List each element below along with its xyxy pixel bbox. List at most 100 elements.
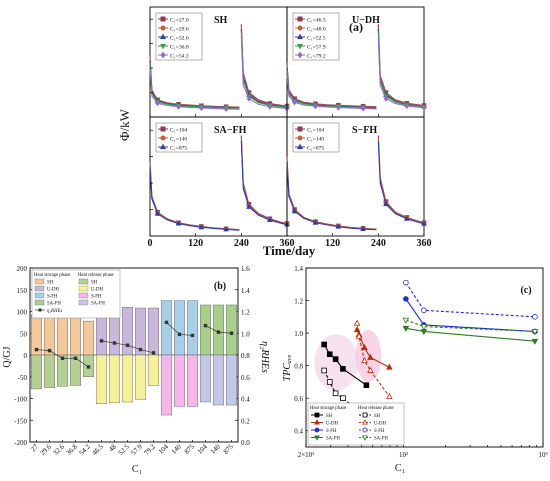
panel-c-data-point bbox=[326, 379, 333, 385]
panel-a-legend-marker bbox=[297, 43, 303, 50]
panel-b-x-tick-label: 29.6 bbox=[39, 442, 54, 457]
panel-a-data-point bbox=[154, 210, 161, 216]
panel-a-series-line bbox=[286, 70, 377, 109]
panel-c-data-point bbox=[403, 279, 409, 286]
panel-b-legend-box bbox=[31, 269, 121, 319]
panel-a-data-point bbox=[421, 220, 427, 226]
panel-b-release-bar bbox=[173, 354, 186, 407]
panel-b-legend-swatch bbox=[78, 285, 89, 292]
panel-b-storage-bar bbox=[147, 307, 160, 356]
panel-c-y-tick-label: 0.6 bbox=[294, 395, 303, 403]
panel-a-series-line bbox=[149, 68, 240, 110]
panel-a-series-line bbox=[286, 156, 377, 230]
panel-b-eta-point bbox=[151, 351, 156, 355]
panel-c-label: (c) bbox=[520, 285, 531, 296]
panel-c-y-tick-label: 1.4 bbox=[294, 265, 303, 273]
panel-b-eta-point bbox=[60, 356, 65, 360]
panel-a-legend-marker bbox=[297, 135, 303, 141]
panel-a-legend-label: C₁=79.2 bbox=[307, 54, 326, 60]
panel-b-storage-bar bbox=[160, 300, 173, 356]
panel-b-storage-bar bbox=[69, 316, 82, 356]
panel-b-storage-bar bbox=[173, 300, 186, 356]
panel-c-data-point bbox=[321, 367, 327, 374]
panel-b-legend-release-label: SA-FH bbox=[91, 302, 105, 307]
panel-a-subplot-3: SA−FH C₁=104 C₁=140 C₁=875 bbox=[149, 116, 290, 237]
panel-b-release-bar bbox=[186, 354, 199, 407]
panel-c-legend-release-label: S-FH bbox=[374, 429, 385, 434]
panel-a-x-tick-label: 0 bbox=[148, 238, 153, 249]
panel-b-release-bar bbox=[56, 354, 69, 387]
panel-a-legend-label: C₁=46.5 bbox=[307, 18, 326, 24]
panel-b-y-axis-label: Q/GJ bbox=[2, 346, 13, 367]
panel-b-release-bar bbox=[108, 354, 121, 404]
panel-b-release-bar bbox=[69, 354, 82, 386]
panel-b-eta-point bbox=[47, 348, 52, 353]
panel-a-data-point bbox=[176, 103, 181, 110]
panel-a-data-point bbox=[360, 105, 366, 112]
panel-a-x-tick-label: 120 bbox=[188, 238, 203, 249]
panel-c-data-point bbox=[340, 395, 346, 401]
panel-a-legend-marker bbox=[160, 16, 166, 22]
panel-a-legend-label: C₁=875 bbox=[307, 146, 324, 152]
panel-c-legend-marker bbox=[362, 427, 368, 433]
panel-b-x-tick-label: 104 bbox=[196, 442, 209, 455]
panel-a-series-line bbox=[240, 140, 288, 226]
panel-b-release-bar bbox=[134, 354, 147, 400]
panel-c-data-point bbox=[361, 357, 368, 364]
panel-c-data-point bbox=[340, 366, 346, 372]
panel-c-data-point bbox=[361, 344, 368, 351]
panel-c-data-point bbox=[420, 324, 428, 331]
panel-a-x-tick-label: 120 bbox=[325, 238, 340, 249]
panel-a-legend-marker bbox=[297, 143, 303, 150]
panel-b-legend-storage-label: SA-FH bbox=[47, 302, 61, 307]
panel-c-data-point bbox=[531, 338, 539, 345]
panel-c: TPCₐᵥₑ C₁ (c) 0.4 0.6 0.8 1.0 1.2 1.4 2×10¹ 10²… bbox=[282, 265, 548, 474]
panel-c-y-tick-label: 0.4 bbox=[294, 428, 303, 436]
panel-c-x-axis-label: C₁ bbox=[395, 463, 405, 474]
panel-a-legend-label: C₁=32.6 bbox=[170, 36, 189, 42]
panel-c-y-axis-label: TPCₐᵥₑ bbox=[282, 354, 293, 381]
panel-c-x-tick-label: 10² bbox=[399, 451, 408, 459]
panel-b-y-tick-label: 0 bbox=[24, 352, 28, 360]
panel-a-subplot-title: S−FH bbox=[352, 125, 377, 136]
panel-a-legend-label: C₁=48.0 bbox=[307, 27, 326, 33]
panel-a-data-point bbox=[198, 104, 204, 112]
panel-b-y-tick-label: -150 bbox=[14, 417, 27, 425]
panel-a-legend-label: C₁=104 bbox=[170, 128, 187, 134]
panel-c-data-point bbox=[326, 351, 333, 358]
panel-b-legend-storage-label: U-DH bbox=[47, 288, 60, 293]
panel-c-data-point bbox=[367, 366, 374, 373]
panel-b-release-bar bbox=[147, 354, 160, 386]
panel-c-data-point bbox=[353, 319, 361, 326]
panel-c-y-tick-label: 1.0 bbox=[294, 330, 303, 338]
panel-a-series-line bbox=[286, 65, 377, 108]
panel-c-legend-release-label: SA-FH bbox=[374, 437, 388, 442]
panel-a-legend-marker bbox=[297, 51, 303, 59]
panel-b-legend-swatch bbox=[78, 278, 89, 285]
panel-b-release-bar bbox=[199, 354, 212, 403]
panel-c-legend-marker bbox=[314, 435, 320, 441]
panel-b-x-tick-label: 36.8 bbox=[65, 442, 80, 457]
panel-b-eta-point bbox=[125, 343, 130, 347]
panel-b-x-tick-label: 27 bbox=[29, 442, 40, 453]
panel-b-storage-bar bbox=[121, 306, 134, 356]
panel-a-x-tick-label: 360 bbox=[417, 238, 432, 249]
panel-b-storage-bar bbox=[225, 304, 238, 356]
panel-b-eta-point bbox=[216, 330, 221, 334]
panel-c-legend-release-label: U-DH bbox=[374, 422, 387, 427]
panel-a-series-line bbox=[149, 167, 240, 231]
panel-a-x-axis-label: Time/day bbox=[263, 243, 316, 258]
panel-b-y-tick-label: -200 bbox=[14, 439, 27, 447]
panel-a-subplot-4: S−FH C₁=104 C₁=140 C₁=875 bbox=[286, 116, 427, 237]
panel-c-data-point bbox=[355, 332, 363, 339]
panel-a-subplot-frame bbox=[286, 116, 425, 237]
panel-b-y2-tick-label: 0.6 bbox=[241, 374, 250, 382]
panel-a-data-point bbox=[312, 219, 319, 225]
panel-c-x-tick-label: 2×10¹ bbox=[298, 451, 315, 459]
panel-b-y2-tick-label: 1.2 bbox=[241, 309, 250, 317]
panel-b-y-tick-label: -100 bbox=[14, 396, 27, 404]
panel-b-x-tick-label: 52.5 bbox=[117, 442, 132, 457]
panel-a-data-point bbox=[291, 208, 298, 214]
panel-a-x-tick-label: 240 bbox=[371, 238, 386, 249]
